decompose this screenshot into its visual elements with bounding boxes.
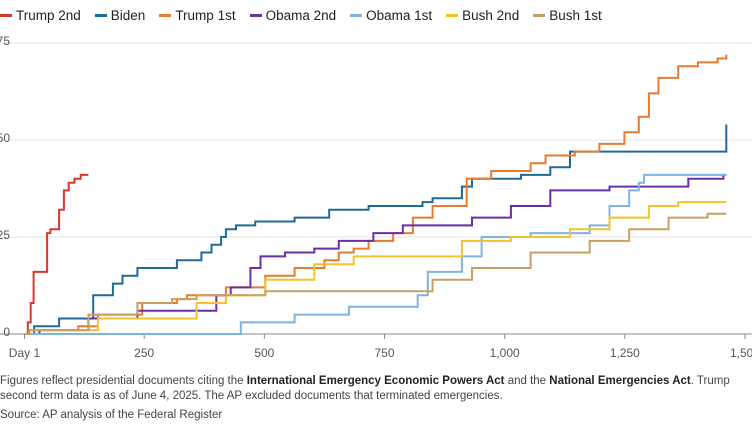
footnote: Figures reflect presidential documents c… (0, 374, 745, 404)
legend-label: Obama 1st (366, 7, 433, 23)
series-line (24, 124, 728, 335)
legend-swatch (249, 13, 262, 17)
legend-item: Bush 2nd (446, 8, 519, 23)
legend-item: Bush 1st (533, 8, 602, 23)
x-tick-label: 500 (254, 346, 274, 360)
x-tick-label: 750 (374, 346, 394, 360)
legend-swatch (159, 13, 172, 17)
legend-label: Trump 2nd (16, 7, 81, 23)
y-tick-label: 0 (3, 325, 10, 339)
legend-swatch (0, 13, 12, 17)
x-tick-label: 1,000 (490, 346, 520, 360)
y-tick-label: 50 (0, 131, 10, 145)
series-line (24, 173, 727, 335)
legend-swatch (350, 13, 363, 17)
series-line (24, 173, 89, 335)
legend-swatch (533, 13, 546, 17)
note-text: and the (504, 375, 550, 387)
x-tick-label: 250 (134, 346, 154, 360)
series-line (24, 201, 727, 335)
legend: Trump 2nd Biden Trump 1st Obama 2nd Obama 1s… (0, 4, 616, 26)
x-tick-label: 1,500 (730, 346, 752, 360)
legend-label: Obama 2nd (265, 7, 337, 23)
legend-item: Biden (94, 7, 146, 23)
x-tick-label: 1,250 (610, 346, 640, 360)
note-emphasis: National Emergencies Act (549, 375, 691, 387)
legend-label: Bush 1st (549, 7, 602, 23)
chart: 0 25 50 75 Day 1 250 500 750 1,000 1,250 1,500 (0, 34, 752, 360)
legend-label: Bush 2nd (462, 7, 520, 23)
legend-swatch (94, 13, 107, 17)
legend-item: Trump 1st (159, 7, 236, 23)
legend-item: Obama 2nd (249, 7, 337, 23)
legend-item: Obama 1st (350, 8, 432, 23)
series-line (24, 173, 727, 335)
legend-swatch (446, 13, 459, 17)
legend-label: Biden (110, 7, 146, 23)
legend-item: Trump 2nd (0, 8, 81, 23)
series-line (24, 212, 727, 335)
note-emphasis: International Emergency Economic Powers … (246, 375, 505, 387)
legend-label: Trump 1st (175, 7, 236, 23)
y-tick-label: 75 (0, 34, 10, 48)
note-text: . Trump second term data is as of June 4… (0, 375, 730, 402)
x-tick-label: Day 1 (9, 346, 41, 360)
note-text: Figures reflect presidential documents c… (0, 375, 247, 387)
source: Source: AP analysis of the Federal Regis… (0, 409, 223, 421)
y-tick-label: 25 (0, 228, 10, 242)
